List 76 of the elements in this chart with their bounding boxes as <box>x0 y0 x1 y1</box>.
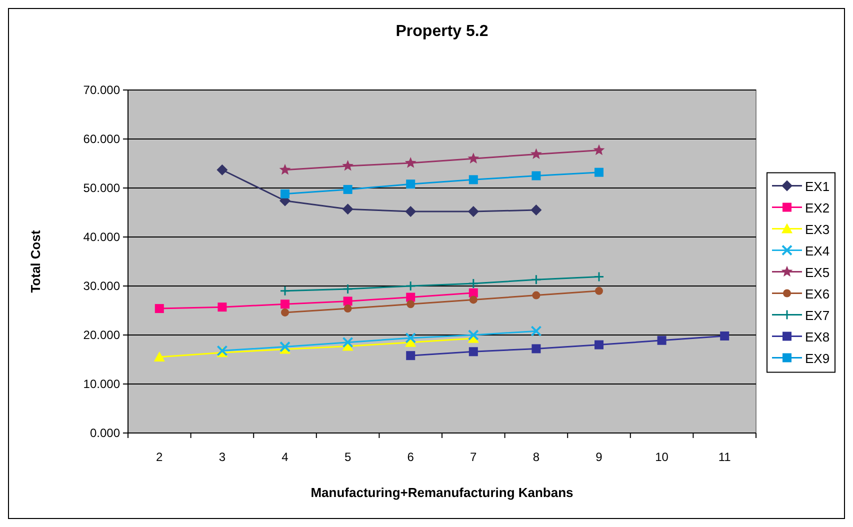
point <box>468 330 479 340</box>
x-tick-label: 2 <box>156 450 164 464</box>
legend-label: EX5 <box>805 264 830 280</box>
point <box>279 164 291 175</box>
x-tick-label: 9 <box>596 450 603 464</box>
point <box>404 157 416 168</box>
y-tick-label: 0.000 <box>90 426 120 440</box>
x-tick-label: 3 <box>218 450 226 464</box>
legend-label: EX1 <box>805 178 830 194</box>
y-tick-label: 70.000 <box>83 83 120 97</box>
point <box>154 304 164 314</box>
point <box>594 271 604 282</box>
point <box>532 171 541 180</box>
x-tick-label: 8 <box>532 450 540 464</box>
point <box>154 352 165 362</box>
point <box>532 291 540 300</box>
x-tick-label: 5 <box>344 450 352 464</box>
point <box>280 189 290 198</box>
point <box>594 340 604 350</box>
y-tick-label: 20.000 <box>83 328 120 342</box>
x-tick-label: 7 <box>470 450 478 464</box>
point <box>657 336 666 345</box>
x-axis-title: Manufacturing+Remanufacturing Kanbans <box>310 485 574 500</box>
point <box>405 206 416 218</box>
legend-label: EX9 <box>805 350 830 366</box>
point <box>468 152 480 164</box>
point <box>468 175 478 184</box>
x-tick-label: 4 <box>282 450 289 464</box>
y-tick-label: 30.000 <box>83 279 120 293</box>
point <box>280 286 290 296</box>
legend-label: EX7 <box>805 308 830 323</box>
legend-label: EX4 <box>805 243 830 258</box>
y-tick-label: 60.000 <box>83 132 120 146</box>
point <box>342 204 354 215</box>
point <box>280 341 290 352</box>
point <box>469 296 478 304</box>
point <box>532 344 541 354</box>
point <box>530 204 542 216</box>
point <box>280 300 290 309</box>
point <box>406 351 416 360</box>
point <box>216 164 228 176</box>
point <box>405 332 416 344</box>
chart-title: Property 5.2 <box>396 23 488 40</box>
point <box>405 280 416 292</box>
point <box>593 144 605 156</box>
point <box>468 206 479 218</box>
point <box>468 288 478 298</box>
legend-label: EX2 <box>805 200 830 216</box>
x-tick-label: 11 <box>718 450 732 464</box>
point <box>530 274 542 285</box>
point <box>530 148 542 160</box>
y-tick-label: 50.000 <box>83 181 120 195</box>
point <box>344 304 352 313</box>
y-tick-label: 10.000 <box>83 377 120 391</box>
point <box>342 284 354 294</box>
point <box>720 331 730 340</box>
point <box>342 336 354 348</box>
point <box>406 180 416 189</box>
point <box>595 286 603 295</box>
x-tick-label: 6 <box>407 450 414 464</box>
point <box>468 278 479 289</box>
point <box>594 168 604 177</box>
point <box>343 296 352 306</box>
point <box>468 347 478 356</box>
x-tick-label: 10 <box>655 450 669 464</box>
point <box>406 300 415 308</box>
point <box>343 184 352 194</box>
point <box>530 326 542 337</box>
legend-label: EX8 <box>805 329 830 344</box>
point <box>342 160 354 171</box>
legend-label: EX3 <box>805 222 830 237</box>
point <box>281 308 289 316</box>
point <box>218 302 227 312</box>
legend-label: EX6 <box>805 286 830 302</box>
y-axis-title: Total Cost <box>28 230 43 293</box>
y-tick-label: 40.000 <box>83 230 120 244</box>
